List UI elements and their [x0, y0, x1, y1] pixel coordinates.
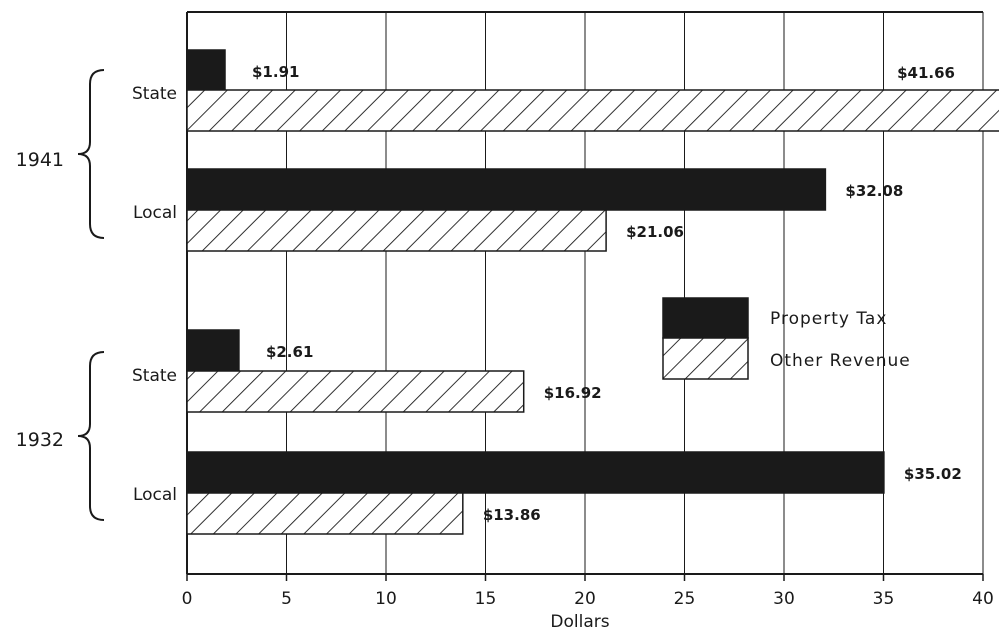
bar-value-label: $41.66	[897, 64, 955, 82]
x-tick-label: 25	[674, 589, 696, 609]
group-label: 1932	[16, 429, 64, 451]
legend-label: Other Revenue	[770, 351, 911, 371]
bar-other-revenue	[186, 492, 464, 535]
x-tick-label: 20	[574, 589, 596, 609]
category-label: State	[132, 84, 177, 104]
x-tick-label: 10	[375, 589, 397, 609]
bar-value-label: $21.06	[626, 223, 684, 241]
x-tick-label: 15	[475, 589, 497, 609]
bar-other-revenue	[186, 209, 607, 252]
bar-value-label: $2.61	[266, 343, 313, 361]
x-axis: 0 5 10 15 20 25 30 35 40 Dollars	[182, 573, 994, 632]
x-tick-label: 35	[873, 589, 895, 609]
x-tick-label: 0	[182, 589, 193, 609]
bar-value-label: $35.02	[904, 465, 962, 483]
bar-value-label: $32.08	[845, 182, 903, 200]
legend: Property Tax Other Revenue	[662, 297, 911, 380]
bars: $1.91 $41.66 $32.08 $21.06 $2.61 $16.92 $35.02…	[186, 49, 999, 535]
bar-value-label: $1.91	[252, 63, 299, 81]
legend-swatch-other-revenue	[662, 337, 749, 380]
x-axis-title: Dollars	[550, 612, 609, 632]
category-label: State	[132, 366, 177, 386]
x-tick-label: 5	[281, 589, 292, 609]
category-labels: State Local 1941 State Local 1932	[16, 69, 177, 521]
bar-other-revenue	[186, 89, 999, 132]
bar-property-tax	[186, 168, 827, 211]
x-tick-label: 30	[773, 589, 795, 609]
x-tick-label: 40	[972, 589, 994, 609]
group-label: 1941	[16, 149, 64, 171]
bar-value-label: $13.86	[483, 506, 541, 524]
bar-property-tax	[186, 49, 226, 92]
bar-property-tax	[186, 451, 885, 494]
category-label: Local	[133, 203, 177, 223]
group-brace	[77, 351, 105, 521]
group-brace	[77, 69, 105, 239]
bar-other-revenue	[186, 370, 525, 413]
legend-label: Property Tax	[770, 309, 887, 329]
category-label: Local	[133, 485, 177, 505]
legend-swatch-property-tax	[662, 297, 749, 339]
bar-value-label: $16.92	[544, 384, 602, 402]
bar-property-tax	[186, 329, 240, 372]
